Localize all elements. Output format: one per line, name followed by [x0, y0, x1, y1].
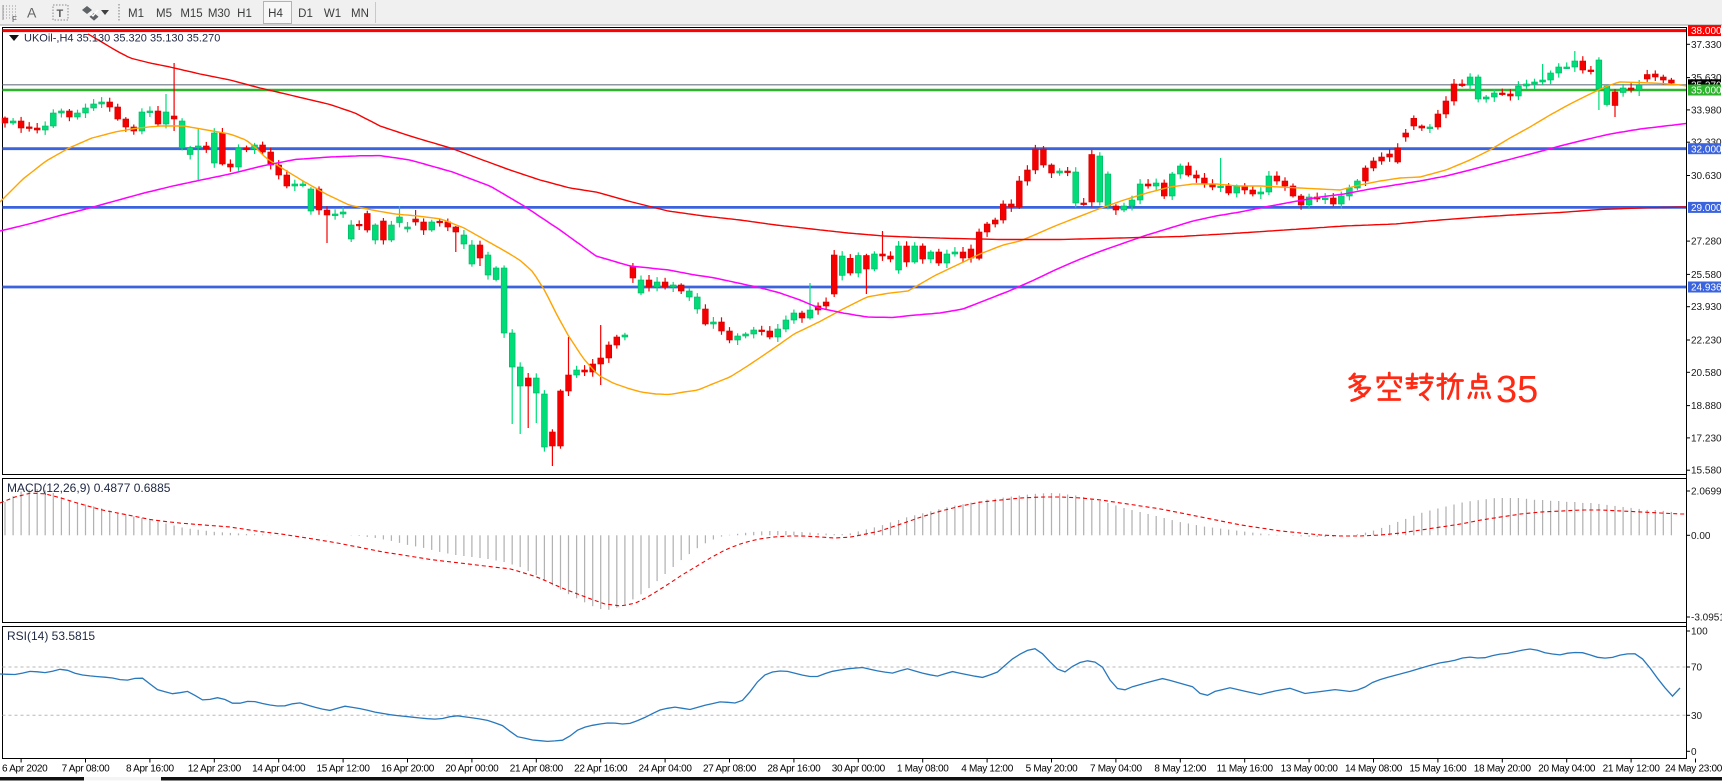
svg-text:24.936: 24.936 — [1691, 283, 1722, 294]
svg-text:32.000: 32.000 — [1691, 144, 1722, 155]
svg-text:M5: M5 — [156, 8, 172, 20]
svg-text:18.880: 18.880 — [1691, 401, 1722, 412]
svg-text:W1: W1 — [324, 8, 341, 20]
svg-text:UKOil-,H4 35.130 35.320 35.13: UKOil-,H4 35.130 35.320 35.130 35.270 — [24, 33, 220, 45]
svg-text:D1: D1 — [298, 8, 313, 20]
svg-text:20.580: 20.580 — [1691, 368, 1722, 379]
svg-text:35.630: 35.630 — [1691, 73, 1722, 84]
svg-text:H4: H4 — [268, 8, 283, 20]
svg-text:11 May 16:00: 11 May 16:00 — [1217, 764, 1274, 775]
svg-text:25.580: 25.580 — [1691, 270, 1722, 281]
svg-text:28 Apr 16:00: 28 Apr 16:00 — [767, 764, 821, 775]
svg-text:30 Apr 00:00: 30 Apr 00:00 — [832, 764, 886, 775]
svg-text:15 Apr 12:00: 15 Apr 12:00 — [317, 764, 371, 775]
svg-text:17.230: 17.230 — [1691, 433, 1722, 444]
svg-text:7 May 04:00: 7 May 04:00 — [1090, 764, 1142, 775]
svg-text:22 Apr 16:00: 22 Apr 16:00 — [574, 764, 628, 775]
svg-text:70: 70 — [1691, 663, 1703, 674]
svg-text:20 Apr 00:00: 20 Apr 00:00 — [445, 764, 499, 775]
svg-text:16 Apr 20:00: 16 Apr 20:00 — [381, 764, 435, 775]
svg-text:M30: M30 — [208, 8, 230, 20]
svg-text:MN: MN — [351, 8, 369, 20]
svg-text:14 Apr 04:00: 14 Apr 04:00 — [252, 764, 306, 775]
svg-text:15.580: 15.580 — [1691, 466, 1722, 477]
svg-text:21 May 12:00: 21 May 12:00 — [1603, 764, 1661, 775]
svg-text:5 May 20:00: 5 May 20:00 — [1026, 764, 1078, 775]
svg-text:33.980: 33.980 — [1691, 105, 1722, 116]
svg-text:18 May 20:00: 18 May 20:00 — [1474, 764, 1532, 775]
svg-text:-3.0951: -3.0951 — [1691, 613, 1722, 624]
svg-text:M1: M1 — [128, 8, 144, 20]
svg-text:8 Apr 16:00: 8 Apr 16:00 — [126, 764, 175, 775]
svg-text:13 May 00:00: 13 May 00:00 — [1281, 764, 1339, 775]
svg-text:24 May 23:00: 24 May 23:00 — [1665, 764, 1722, 775]
svg-text:1 May 08:00: 1 May 08:00 — [897, 764, 949, 775]
svg-text:8 May 12:00: 8 May 12:00 — [1154, 764, 1206, 775]
svg-text:14 May 08:00: 14 May 08:00 — [1345, 764, 1403, 775]
svg-text:M15: M15 — [180, 8, 202, 20]
svg-text:30.630: 30.630 — [1691, 171, 1722, 182]
svg-text:H1: H1 — [237, 8, 252, 20]
svg-text:35: 35 — [1496, 369, 1538, 411]
svg-text:7 Apr 08:00: 7 Apr 08:00 — [62, 764, 111, 775]
svg-text:30: 30 — [1691, 711, 1703, 722]
svg-text:F: F — [12, 15, 17, 24]
svg-text:MACD(12,26,9) 0.4877 0.6885: MACD(12,26,9) 0.4877 0.6885 — [7, 481, 171, 495]
svg-text:12 Apr 23:00: 12 Apr 23:00 — [188, 764, 242, 775]
svg-text:21 Apr 08:00: 21 Apr 08:00 — [510, 764, 564, 775]
svg-text:RSI(14) 53.5815: RSI(14) 53.5815 — [7, 629, 95, 643]
svg-text:20 May 04:00: 20 May 04:00 — [1538, 764, 1596, 775]
svg-text:37.330: 37.330 — [1691, 40, 1722, 51]
svg-text:4 May 12:00: 4 May 12:00 — [961, 764, 1013, 775]
svg-text:23.930: 23.930 — [1691, 302, 1722, 313]
svg-text:27 Apr 08:00: 27 Apr 08:00 — [703, 764, 757, 775]
svg-text:0: 0 — [1691, 747, 1697, 758]
svg-text:27.280: 27.280 — [1691, 237, 1722, 248]
svg-text:T: T — [57, 8, 64, 20]
svg-text:A: A — [27, 5, 37, 21]
svg-text:38.000: 38.000 — [1691, 26, 1722, 37]
svg-text:22.230: 22.230 — [1691, 336, 1722, 347]
svg-text:6 Apr 2020: 6 Apr 2020 — [2, 764, 48, 775]
svg-text:24 Apr 04:00: 24 Apr 04:00 — [639, 764, 693, 775]
svg-text:15 May 16:00: 15 May 16:00 — [1409, 764, 1467, 775]
svg-text:29.000: 29.000 — [1691, 203, 1722, 214]
svg-text:0.00: 0.00 — [1691, 531, 1711, 542]
svg-text:35.000: 35.000 — [1691, 86, 1722, 97]
svg-text:2.0699: 2.0699 — [1691, 487, 1722, 498]
svg-text:100: 100 — [1691, 627, 1708, 638]
